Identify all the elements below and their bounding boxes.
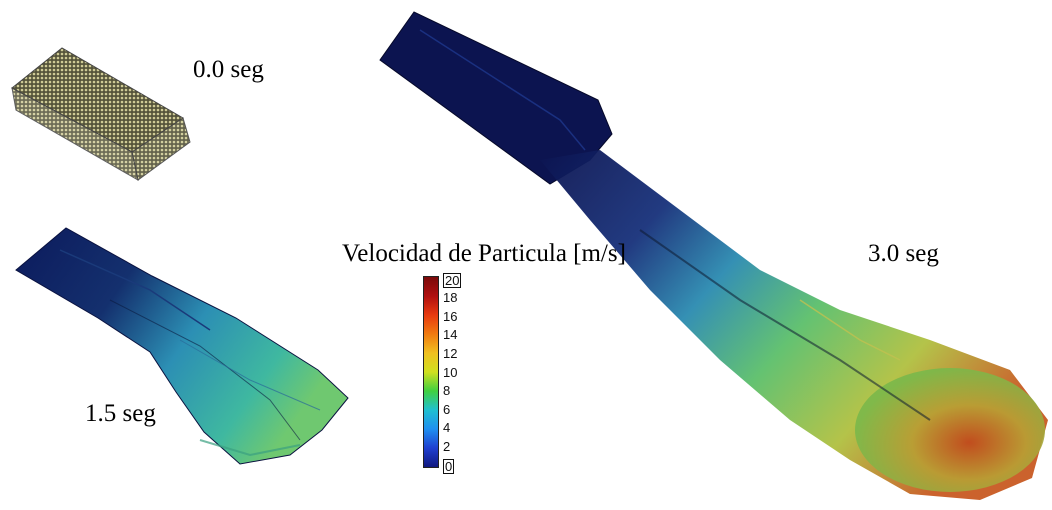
time-label-1-5s: 1.5 seg [85,400,156,427]
colorbar-tick-18: 18 [443,290,458,306]
colorbar-tick-6: 6 [443,401,451,417]
colorbar-tick-14: 14 [443,327,458,343]
time-label-3-0s: 3.0 seg [868,240,939,267]
time-label-0s: 0.0 seg [193,56,264,83]
colorbar-tick-16: 16 [443,308,458,324]
colorbar-tick-2: 2 [443,438,451,454]
colorbar-tick-20: 20 [443,272,462,288]
colorbar [423,276,439,468]
flow-3-0s [379,11,1048,500]
colorbar-tick-0: 0 [443,458,455,474]
block-initial [11,47,191,181]
colorbar-tick-8: 8 [443,383,451,399]
colorbar-tick-10: 10 [443,364,458,380]
flow-1-5s [15,227,349,465]
colorbar-tick-4: 4 [443,420,451,436]
colorbar-tick-12: 12 [443,345,458,361]
legend-title: Velocidad de Particula [m/s] [342,240,626,267]
